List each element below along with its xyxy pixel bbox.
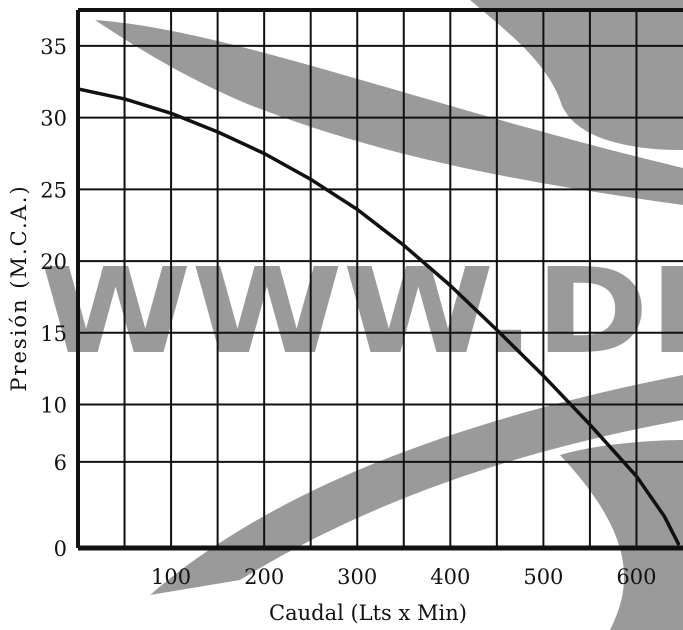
watermark: WWW.DI [40,0,683,630]
y-tick-label: 6 [54,451,67,475]
y-tick-label: 20 [40,250,67,274]
y-tick-label: 25 [40,178,67,202]
y-axis-title: Presión (M.C.A.) [7,184,31,391]
x-tick-label: 200 [244,565,284,589]
watermark-top-feather [470,0,683,150]
watermark-text: WWW.DI [40,242,683,380]
x-tick-label: 300 [337,565,377,589]
y-tick-label: 0 [54,537,67,561]
grid [78,10,683,548]
y-tick-label: 30 [40,107,67,131]
axes [76,8,683,551]
y-tick-label: 35 [40,35,67,59]
x-tick-label: 500 [523,565,563,589]
watermark-bottom-feather [560,440,683,630]
x-axis-title: Caudal (Lts x Min) [269,601,467,625]
tick-labels: 0 6 10 15 20 25 30 35 100 200 300 400 500 600 [40,35,656,589]
y-tick-label: 10 [40,394,67,418]
series-layer [76,87,681,546]
watermark-bottom-swoosh [150,375,683,595]
x-tick-label: 600 [616,565,656,589]
x-tick-label: 400 [430,565,470,589]
x-tick-label: 100 [151,565,191,589]
y-tick-label: 15 [40,322,67,346]
watermark-top-swoosh [95,20,683,205]
pressure-curve-line [76,87,681,546]
